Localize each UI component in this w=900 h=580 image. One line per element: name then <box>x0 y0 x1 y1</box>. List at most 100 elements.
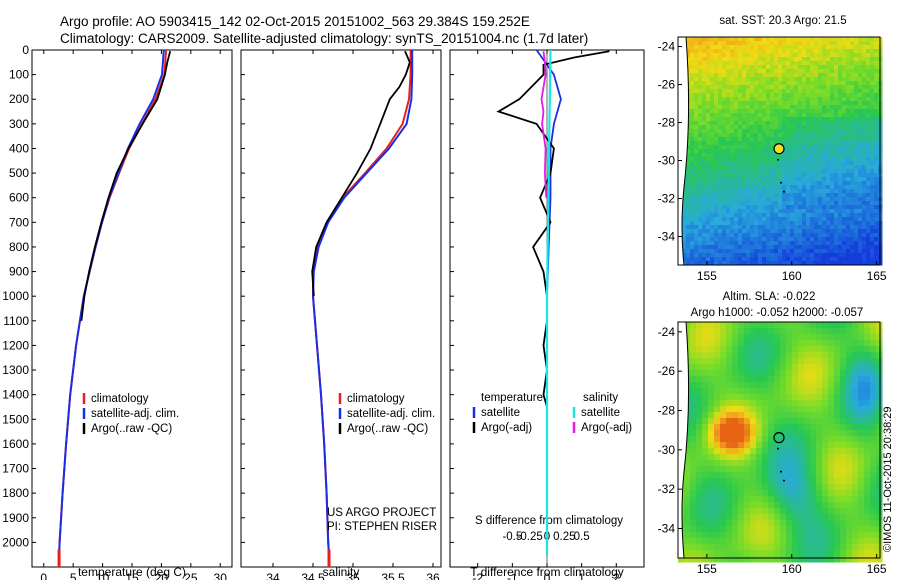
sst-map-cell <box>818 177 823 182</box>
sla-map-cell <box>726 346 733 353</box>
sst-map-cell <box>862 41 867 46</box>
sla-map-cell <box>810 394 817 401</box>
sst-map-cell <box>850 85 855 90</box>
sla-map-cell <box>744 526 751 533</box>
sla-map-cell <box>840 394 847 401</box>
sst-map-cell <box>738 225 743 230</box>
sla-map-cell <box>738 514 745 521</box>
sst-map-cell <box>738 133 743 138</box>
sst-map-cell <box>858 157 863 162</box>
sst-map-cell <box>770 125 775 130</box>
sla-map-cell <box>762 394 769 401</box>
sst-map-cell <box>754 149 759 154</box>
sst-map-cell <box>730 41 735 46</box>
sst-map-cell <box>694 129 699 134</box>
sst-map-cell <box>686 237 691 242</box>
sst-map-cell <box>826 37 831 42</box>
sst-map-cell <box>726 121 731 126</box>
sla-map-cell <box>738 496 745 503</box>
sst-map-cell <box>834 177 839 182</box>
sst-map-cell <box>746 241 751 246</box>
sst-map-cell <box>686 245 691 250</box>
sst-map-cell <box>838 169 843 174</box>
sla-map-cell <box>738 532 745 539</box>
sst-map-cell <box>846 233 851 238</box>
sst-map-cell <box>750 229 755 234</box>
sla-map-cell <box>702 400 709 407</box>
sst-map-cell <box>834 173 839 178</box>
sla-map-cell <box>858 412 865 419</box>
sst-map-cell <box>690 249 695 254</box>
sst-map-cell <box>758 237 763 242</box>
sst-map-cell <box>802 37 807 42</box>
sst-map-cell <box>770 41 775 46</box>
sst-map-cell <box>830 37 835 42</box>
sla-map-cell <box>822 346 829 353</box>
sst-map-cell <box>802 209 807 214</box>
sst-map-cell <box>786 81 791 86</box>
sst-map-cell <box>754 213 759 218</box>
sst-map-coastline <box>677 36 690 266</box>
sst-map-cell <box>798 257 803 262</box>
sla-map-cell <box>798 460 805 467</box>
sst-map-cell <box>818 193 823 198</box>
sst-map-cell <box>746 209 751 214</box>
sst-map-cell <box>702 257 707 262</box>
sst-map-cell <box>762 237 767 242</box>
sst-map-cell <box>690 81 695 86</box>
sst-map-cell <box>782 185 787 190</box>
sla-map-cell <box>738 484 745 491</box>
sst-map-cell <box>866 141 871 146</box>
sst-map-cell <box>686 37 691 42</box>
sst-map-cell <box>698 137 703 142</box>
sst-map-cell <box>702 77 707 82</box>
sst-map-cell <box>762 45 767 50</box>
sla-map-cell <box>756 448 763 455</box>
sst-map-cell <box>830 161 835 166</box>
sst-map-cell <box>866 205 871 210</box>
sla-map-cell <box>726 394 733 401</box>
sla-map-cell <box>798 328 805 335</box>
sst-map-cell <box>726 209 731 214</box>
sst-map-cell <box>706 145 711 150</box>
sst-map-cell <box>774 181 779 186</box>
sla-map-cell <box>708 358 715 365</box>
sst-map-cell <box>774 81 779 86</box>
sst-map-cell <box>834 169 839 174</box>
sst-map-cell <box>778 69 783 74</box>
sst-map-cell <box>754 241 759 246</box>
sst-map-cell <box>822 217 827 222</box>
sst-map-cell <box>802 177 807 182</box>
sla-map-cell <box>774 436 781 443</box>
sst-map-cell <box>702 261 707 266</box>
sla-map-cell <box>726 418 733 425</box>
sst-map-cell <box>782 201 787 206</box>
sst-map-cell <box>866 261 871 266</box>
sst-map-cell <box>798 149 803 154</box>
sst-map-cell <box>818 233 823 238</box>
sst-map-cell <box>846 205 851 210</box>
sst-map-cell <box>786 53 791 58</box>
sst-map-cell <box>874 113 879 118</box>
sst-map-cell <box>690 61 695 66</box>
sst-map-cell <box>790 73 795 78</box>
sla-map-cell <box>876 346 883 353</box>
sla-map-cell <box>852 370 859 377</box>
sst-map-cell <box>870 253 875 258</box>
sst-map-cell <box>814 145 819 150</box>
sst-map-cell <box>746 57 751 62</box>
sst-map-cell <box>710 245 715 250</box>
sst-map-cell <box>698 161 703 166</box>
sst-map-cell <box>714 173 719 178</box>
sst-map-cell <box>774 233 779 238</box>
sst-map-cell <box>690 89 695 94</box>
sla-map-cell <box>756 376 763 383</box>
sst-map-cell <box>682 217 687 222</box>
sst-map-cell <box>730 105 735 110</box>
sst-map-cell <box>782 101 787 106</box>
sla-map-cell <box>864 478 871 485</box>
sla-map-cell <box>876 436 883 443</box>
sst-map-cell <box>762 245 767 250</box>
sst-map-cell <box>838 141 843 146</box>
sst-map-cell <box>786 189 791 194</box>
